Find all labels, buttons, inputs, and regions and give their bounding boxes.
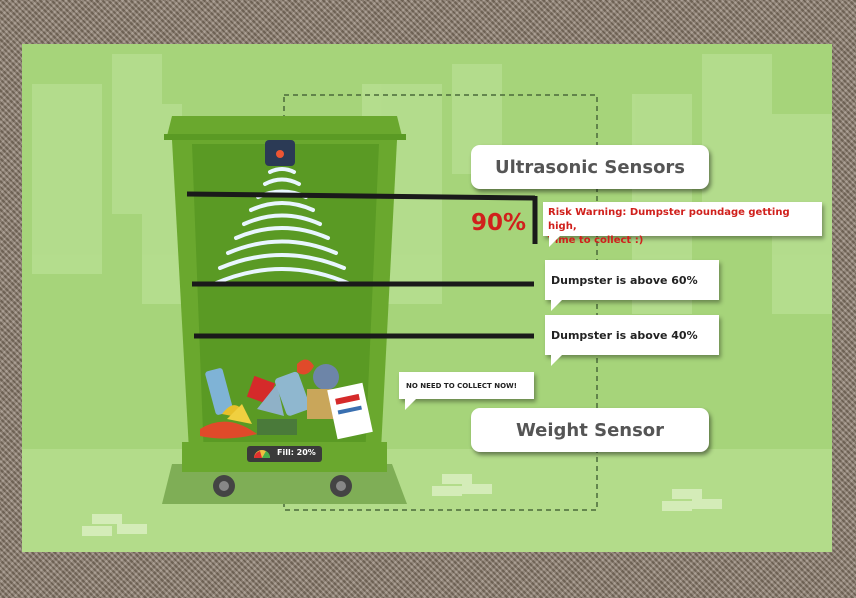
above-60-text: Dumpster is above 60% <box>551 273 698 287</box>
no-need-text: NO NEED TO COLLECT NOW! <box>406 381 517 390</box>
above-40-text: Dumpster is above 40% <box>551 328 698 342</box>
scene-panel: Fill: 20% Ultrasonic Sensors Weight Sens… <box>22 44 832 552</box>
level-line-90 <box>186 191 536 201</box>
ultrasonic-sensors-label: Ultrasonic Sensors <box>471 145 709 189</box>
level-readout: 90% <box>471 210 527 236</box>
fill-percentage-label: Fill: 20% <box>277 448 316 457</box>
weight-sensor-label: Weight Sensor <box>471 408 709 452</box>
risk-warning-line2: Time to collect :) <box>548 235 644 246</box>
above-40-bubble: Dumpster is above 40% <box>545 315 719 366</box>
above-60-bubble: Dumpster is above 60% <box>545 260 719 311</box>
no-need-bubble: NO NEED TO COLLECT NOW! <box>399 372 534 410</box>
background-illustration <box>22 54 832 552</box>
trash-pile <box>200 359 373 440</box>
risk-warning-bubble: Risk Warning: Dumpster poundage getting … <box>543 202 822 247</box>
sonar-waves <box>212 167 352 286</box>
risk-warning-line1: Risk Warning: Dumpster poundage getting … <box>548 207 790 232</box>
bin-lid <box>167 116 402 136</box>
sensor-dashed-frame <box>283 94 598 511</box>
